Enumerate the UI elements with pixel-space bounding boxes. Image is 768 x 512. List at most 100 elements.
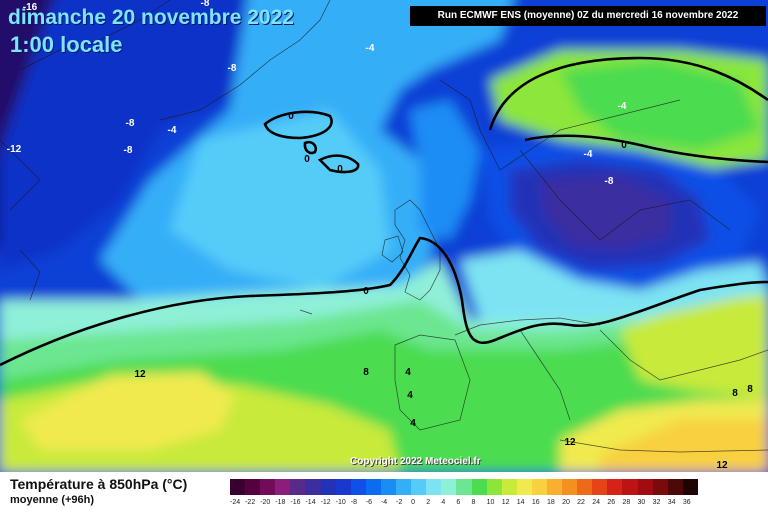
footer-panel: Température à 850hPa (°C) moyenne (+96h)… bbox=[0, 472, 768, 512]
contour-label: -4 bbox=[366, 43, 375, 54]
legend-tick-label: 12 bbox=[501, 499, 510, 506]
contour-label: -8 bbox=[228, 63, 237, 74]
legend-swatch bbox=[546, 479, 563, 495]
contour-label: 4 bbox=[407, 390, 413, 401]
legend-swatch bbox=[275, 479, 291, 495]
legend-tick-label: -6 bbox=[365, 499, 373, 506]
contour-label: -8 bbox=[126, 118, 135, 129]
legend-tick-label: 36 bbox=[682, 499, 691, 506]
contour-label: -4 bbox=[168, 125, 177, 136]
legend-tick-label: 10 bbox=[486, 499, 495, 506]
legend-tick-label: 6 bbox=[456, 499, 461, 506]
legend-tick-label: -24 bbox=[230, 499, 241, 506]
legend-swatch bbox=[667, 479, 683, 495]
variable-subtitle: moyenne (+96h) bbox=[10, 494, 95, 506]
legend-tick-label: 24 bbox=[592, 499, 601, 506]
legend-tick-label: -10 bbox=[335, 499, 346, 506]
contour-label: -16 bbox=[23, 2, 38, 13]
legend-tick-label: 16 bbox=[531, 499, 540, 506]
legend-swatch bbox=[411, 479, 427, 495]
legend-tick-label: 28 bbox=[622, 499, 631, 506]
legend-tick-label: 0 bbox=[411, 499, 416, 506]
contour-label: -8 bbox=[124, 145, 133, 156]
legend-swatch bbox=[637, 479, 653, 495]
legend-swatch bbox=[577, 479, 593, 495]
legend-swatch bbox=[380, 479, 397, 495]
contour-label: 12 bbox=[134, 369, 146, 380]
legend-swatch bbox=[245, 479, 261, 495]
legend-tick-label: -2 bbox=[396, 499, 403, 506]
contour-label: -8 bbox=[605, 176, 614, 187]
legend-swatch bbox=[592, 479, 608, 495]
legend-tick-label: -14 bbox=[305, 499, 316, 506]
legend-swatch bbox=[456, 479, 472, 495]
forecast-time: 1:00 locale bbox=[10, 32, 123, 57]
legend-tick-label: -8 bbox=[350, 499, 357, 506]
legend-tick-label: -22 bbox=[245, 499, 256, 506]
contour-label: -4 bbox=[618, 101, 627, 112]
legend-tick-label: 8 bbox=[471, 499, 476, 506]
legend-swatch bbox=[305, 479, 321, 495]
variable-title: Température à 850hPa (°C) bbox=[10, 476, 188, 492]
contour-label: 0 bbox=[337, 164, 343, 175]
contour-label: 8 bbox=[363, 367, 369, 378]
contour-label: 12 bbox=[716, 460, 728, 471]
legend-tick-label: 20 bbox=[562, 499, 570, 506]
forecast-date: dimanche 20 novembre 2022 bbox=[8, 6, 294, 29]
legend-tick-label: 18 bbox=[546, 499, 555, 506]
legend-tick-label: -12 bbox=[320, 499, 331, 506]
legend-ticks: -24 -22 -20 -18 -16 -14 -12 -10 -8 -6 -4 -2 0 2 4 6 8 10 1… bbox=[230, 499, 698, 509]
contour-label: 8 bbox=[732, 388, 738, 399]
legend-swatch bbox=[652, 479, 668, 495]
legend-tick-label: -16 bbox=[290, 499, 301, 506]
legend-swatch bbox=[501, 479, 517, 495]
contour-label: -4 bbox=[584, 149, 593, 160]
legend-swatch bbox=[607, 479, 623, 495]
legend-swatch bbox=[486, 479, 502, 495]
contour-label: 12 bbox=[564, 437, 576, 448]
legend-tick-label: 32 bbox=[652, 499, 661, 506]
legend-tick-label: 34 bbox=[667, 499, 676, 506]
legend-tick-label: 2 bbox=[426, 499, 431, 506]
legend-swatch bbox=[622, 479, 638, 495]
legend-swatch bbox=[682, 479, 698, 495]
legend-tick-label: -4 bbox=[380, 499, 388, 506]
run-info-banner: Run ECMWF ENS (moyenne) 0Z du mercredi 1… bbox=[410, 6, 766, 26]
contour-label: -12 bbox=[7, 144, 22, 155]
legend-swatch bbox=[350, 479, 366, 495]
contour-label: 4 bbox=[405, 367, 411, 378]
contour-label: 0 bbox=[363, 286, 369, 297]
legend-swatch bbox=[230, 479, 246, 495]
legend-tick-label: 14 bbox=[516, 499, 525, 506]
legend-tick-label: -18 bbox=[275, 499, 286, 506]
legend-swatch bbox=[290, 479, 306, 495]
zero-isotherm bbox=[0, 56, 768, 367]
legend-tick-label: -20 bbox=[260, 499, 271, 506]
legend-swatch bbox=[426, 479, 442, 495]
copyright-text: Copyright 2022 Meteociel.fr bbox=[350, 456, 481, 467]
contour-label: 0 bbox=[288, 111, 294, 122]
legend-tick-label: 4 bbox=[441, 499, 446, 506]
contour-label: 4 bbox=[410, 418, 416, 429]
coastlines bbox=[0, 0, 768, 453]
contour-label: 0 bbox=[304, 154, 310, 165]
contour-label: 8 bbox=[747, 384, 753, 395]
legend-swatch bbox=[516, 479, 532, 495]
contour-label: -8 bbox=[201, 0, 210, 9]
legend-tick-label: 26 bbox=[607, 499, 616, 506]
temperature-field bbox=[0, 0, 768, 472]
legend-tick-label: 30 bbox=[637, 499, 646, 506]
contour-label: 0 bbox=[621, 140, 627, 151]
color-legend bbox=[230, 479, 698, 495]
legend-swatch bbox=[396, 479, 412, 495]
legend-swatch bbox=[531, 479, 547, 495]
legend-swatch bbox=[441, 479, 457, 495]
legend-tick-label: 22 bbox=[577, 499, 585, 506]
legend-swatch bbox=[365, 479, 381, 495]
legend-swatch bbox=[320, 479, 336, 495]
legend-swatch bbox=[471, 479, 487, 495]
legend-swatch bbox=[562, 479, 578, 495]
